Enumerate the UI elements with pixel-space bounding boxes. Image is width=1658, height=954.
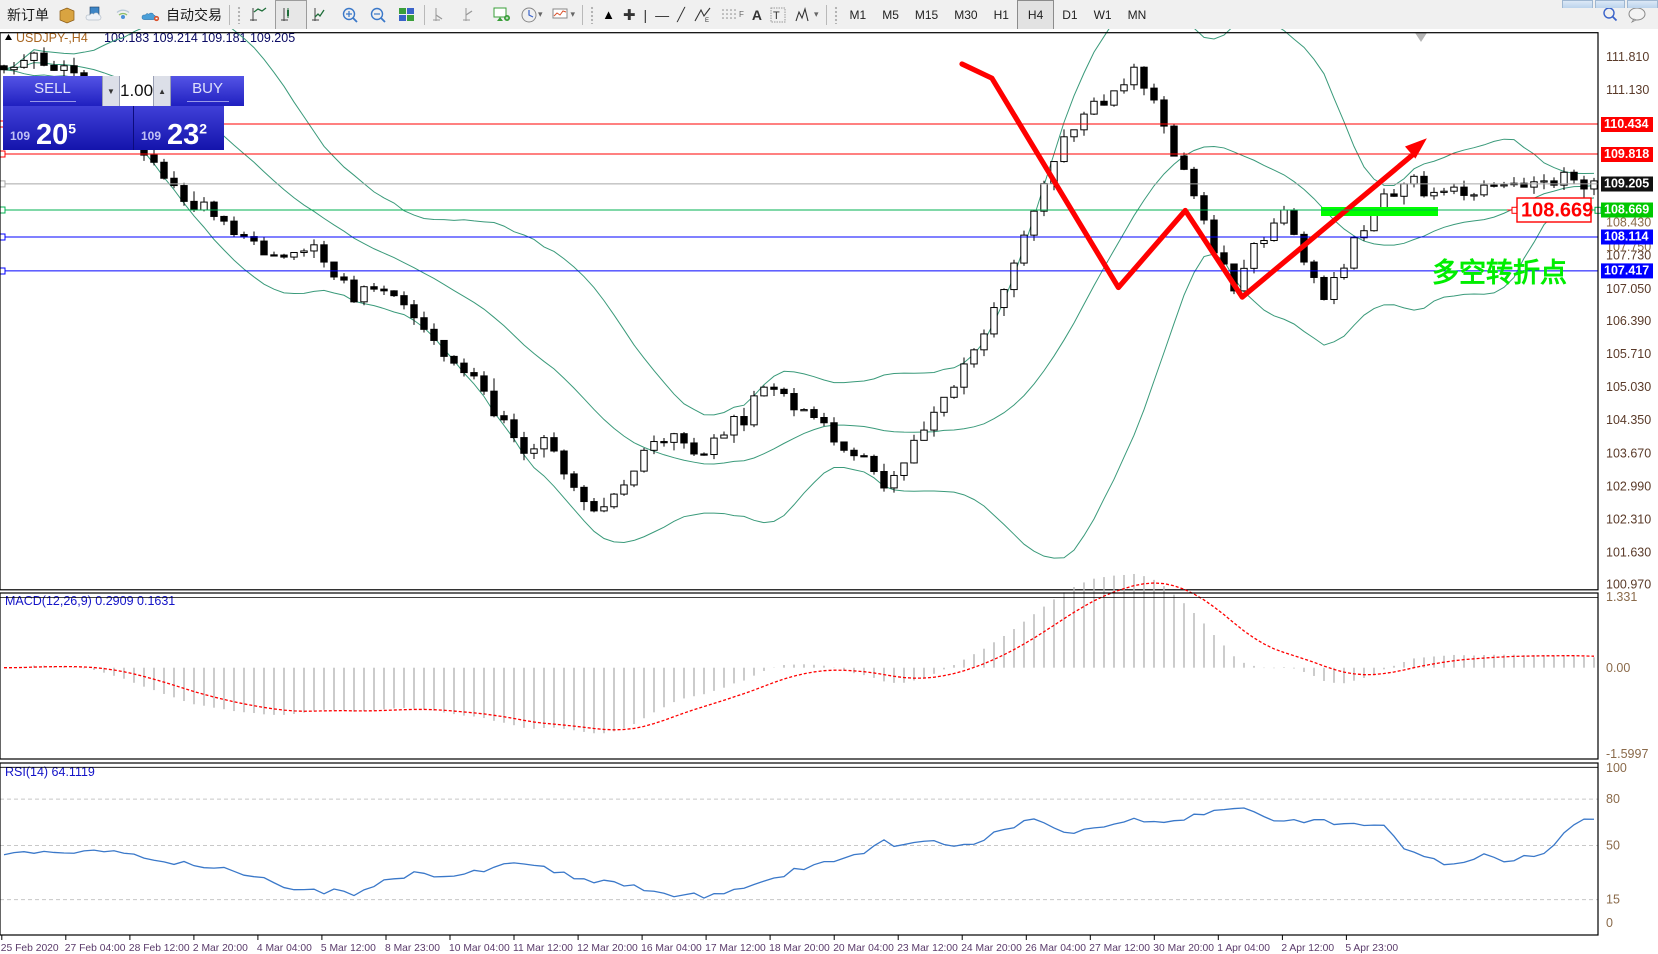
svg-text:20 Mar 04:00: 20 Mar 04:00 bbox=[833, 943, 894, 954]
svg-text:8 Mar 23:00: 8 Mar 23:00 bbox=[385, 943, 440, 954]
svg-text:5 Mar 12:00: 5 Mar 12:00 bbox=[321, 943, 376, 954]
svg-text:1 Apr 04:00: 1 Apr 04:00 bbox=[1217, 943, 1270, 954]
svg-text:109.818: 109.818 bbox=[1604, 147, 1649, 161]
svg-text:24 Mar 20:00: 24 Mar 20:00 bbox=[961, 943, 1022, 954]
svg-text:T: T bbox=[773, 10, 780, 22]
svg-text:108.669: 108.669 bbox=[1604, 203, 1649, 217]
svg-text:4 Mar 04:00: 4 Mar 04:00 bbox=[257, 943, 312, 954]
svg-text:101.630: 101.630 bbox=[1606, 546, 1651, 560]
svg-text:E: E bbox=[705, 18, 709, 23]
svg-text:107.417: 107.417 bbox=[1604, 263, 1649, 277]
svg-text:5 Apr 23:00: 5 Apr 23:00 bbox=[1345, 943, 1398, 954]
svg-text:11 Mar 12:00: 11 Mar 12:00 bbox=[513, 943, 573, 954]
svg-text:18 Mar 20:00: 18 Mar 20:00 bbox=[769, 943, 830, 954]
svg-text:111.130: 111.130 bbox=[1606, 83, 1649, 97]
svg-text:16 Mar 04:00: 16 Mar 04:00 bbox=[641, 943, 702, 954]
svg-text:28 Feb 12:00: 28 Feb 12:00 bbox=[129, 943, 190, 954]
svg-text:1.331: 1.331 bbox=[1606, 590, 1637, 604]
svg-text:MACD(12,26,9) 0.2909 0.1631: MACD(12,26,9) 0.2909 0.1631 bbox=[5, 594, 175, 608]
svg-text:15: 15 bbox=[1606, 893, 1620, 907]
svg-text:多空转折点: 多空转折点 bbox=[1432, 257, 1567, 288]
svg-text:104.350: 104.350 bbox=[1606, 413, 1651, 427]
svg-text:106.390: 106.390 bbox=[1606, 314, 1651, 328]
svg-text:27 Feb 04:00: 27 Feb 04:00 bbox=[65, 943, 126, 954]
svg-text:107.050: 107.050 bbox=[1606, 282, 1651, 296]
svg-text:109.205: 109.205 bbox=[1604, 177, 1649, 191]
svg-text:-1.5997: -1.5997 bbox=[1606, 747, 1648, 761]
svg-text:30 Mar 20:00: 30 Mar 20:00 bbox=[1153, 943, 1214, 954]
svg-text:108.669: 108.669 bbox=[1521, 200, 1593, 222]
svg-text:0.00: 0.00 bbox=[1606, 661, 1630, 675]
svg-text:25 Feb 2020: 25 Feb 2020 bbox=[1, 943, 59, 954]
svg-text:80: 80 bbox=[1606, 792, 1620, 806]
svg-text:102.990: 102.990 bbox=[1606, 479, 1651, 493]
svg-text:50: 50 bbox=[1606, 839, 1620, 853]
svg-text:12 Mar 20:00: 12 Mar 20:00 bbox=[577, 943, 638, 954]
svg-text:26 Mar 04:00: 26 Mar 04:00 bbox=[1025, 943, 1086, 954]
svg-text:103.670: 103.670 bbox=[1606, 446, 1651, 460]
svg-text:100: 100 bbox=[1606, 761, 1627, 775]
svg-text:23 Mar 12:00: 23 Mar 12:00 bbox=[897, 943, 958, 954]
svg-text:2 Mar 20:00: 2 Mar 20:00 bbox=[193, 943, 248, 954]
svg-text:27 Mar 12:00: 27 Mar 12:00 bbox=[1089, 943, 1150, 954]
svg-text:108.430: 108.430 bbox=[1606, 216, 1651, 230]
svg-text:17 Mar 12:00: 17 Mar 12:00 bbox=[705, 943, 766, 954]
svg-text:108.114: 108.114 bbox=[1604, 230, 1649, 244]
svg-text:10 Mar 04:00: 10 Mar 04:00 bbox=[449, 943, 510, 954]
svg-text:2 Apr 12:00: 2 Apr 12:00 bbox=[1281, 943, 1334, 954]
svg-text:110.434: 110.434 bbox=[1604, 117, 1649, 131]
svg-text:111.810: 111.810 bbox=[1606, 50, 1649, 64]
svg-text:105.710: 105.710 bbox=[1606, 347, 1651, 361]
svg-text:105.030: 105.030 bbox=[1606, 380, 1651, 394]
svg-text:102.310: 102.310 bbox=[1606, 513, 1651, 527]
svg-text:0: 0 bbox=[1606, 916, 1613, 930]
